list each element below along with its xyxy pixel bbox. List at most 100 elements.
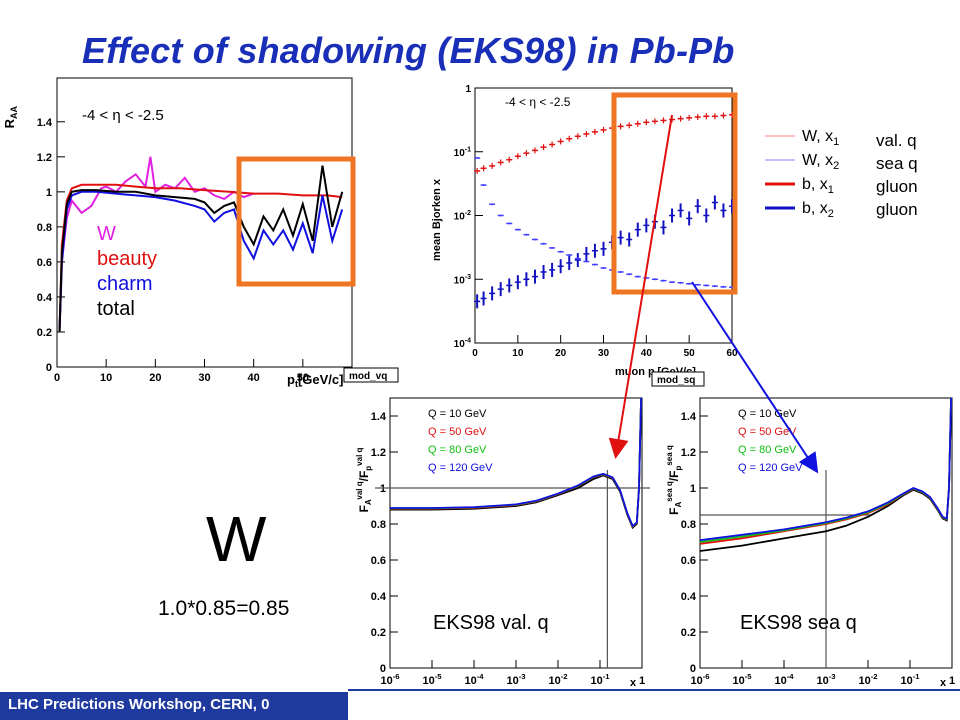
valq-legend-item: Q = 80 GeV: [428, 444, 487, 456]
valq-x-tick-label: 10-3: [506, 672, 525, 687]
bj-legend-label: W, x2: [802, 152, 839, 172]
valq-y-tick-label: 1: [380, 483, 386, 495]
raa-series-beauty: [58, 183, 343, 333]
bj-x-tick-label: 60: [726, 348, 738, 359]
seaq-y-tick-label: 1.4: [681, 411, 697, 423]
valq-y-tick-label: 1.2: [371, 447, 386, 459]
seaq-legend-item: Q = 120 GeV: [738, 462, 803, 474]
valq-y-label: FAval q/Fpval q: [355, 447, 373, 512]
arrow-red: [608, 114, 673, 459]
seaq-y-tick-label: 0.4: [681, 591, 697, 603]
valq-y-tick-label: 0.6: [371, 555, 386, 567]
raa-y-tick-label: 0.6: [37, 257, 52, 269]
footer-text: LHC Predictions Workshop, CERN, 0: [8, 696, 270, 713]
bj-x-tick-label: 10: [512, 348, 524, 359]
raa-x-tick-label: 20: [149, 372, 161, 384]
seaq-axes: 0 0.2 0.4 0.6 0.8 1 1.2 1.4 10-6 10-5 10-4 10-3 10-2…: [681, 397, 955, 687]
seaq-x-tick-label: 10-5: [732, 672, 752, 687]
bj-legend-label: W, x1: [802, 128, 839, 148]
raa-tag: mod_vq: [349, 371, 387, 382]
raa-series: [58, 156, 344, 333]
footer-line: [348, 689, 960, 691]
raa-y-tick-label: 1.2: [37, 152, 52, 164]
bj-legend-label: b, x2: [802, 200, 834, 220]
seaq-x-tick-label: 10-3: [816, 672, 835, 687]
valq-y-tick-label: 1.4: [371, 411, 387, 423]
parton-legend: val. q sea q gluon gluon: [876, 129, 918, 221]
valq-y-tick-label: 0.2: [371, 627, 386, 639]
bj-series: [474, 111, 735, 309]
valq-axes: 0 0.2 0.4 0.6 0.8 1 1.2 1.4 10-6 10-5 10-4 10-3 10-2…: [371, 397, 650, 687]
bj-x-tick-label: 40: [641, 348, 653, 359]
legend-w: W: [97, 223, 116, 245]
bjorken-chart: mean Bjorken x 10-410-310-210-110 10 20 30 4…: [431, 84, 738, 387]
seaq-y-tick-label: 1: [690, 483, 696, 495]
bj-y-tick-label: 10-1: [454, 146, 471, 159]
valq-x-label: x: [630, 677, 637, 689]
raa-annotation: -4 < η < -2.5: [82, 107, 164, 124]
valq-legend-item: Q = 50 GeV: [428, 426, 487, 438]
seaq-x-tick-label: 10-6: [690, 672, 709, 687]
footer-bar: [0, 692, 348, 720]
raa-series-charm: [58, 190, 344, 333]
valq-legend-item: Q = 10 GeV: [428, 408, 487, 420]
seaq-legend-item: Q = 50 GeV: [738, 426, 797, 438]
seaq-legend-item: Q = 80 GeV: [738, 444, 797, 456]
bj-y-tick-label: 10-2: [454, 210, 471, 223]
bjorken-legend: W, x1 W, x2 b, x1 b, x2: [765, 128, 839, 220]
raa-y-label: RAA: [2, 106, 19, 129]
valq-x-tick-label: 1: [639, 675, 645, 687]
eks-valq-chart: FAval q/Fpval q 0 0.2 0.4 0.6 0.8 1 1.2 1.4 10-6…: [355, 397, 650, 689]
legend-sea-q: sea q: [876, 154, 918, 173]
seaq-y-tick-label: 1.2: [681, 447, 696, 459]
big-w-label: W: [206, 503, 267, 575]
highlight-box-bjorken: [611, 92, 738, 295]
seaq-series: [699, 397, 952, 552]
bj-y-tick-label: 10-4: [454, 338, 471, 351]
raa-y-tick-label: 1.4: [37, 117, 53, 129]
raa-x-tick-label: 30: [198, 372, 210, 384]
bj-annotation: -4 < η < -2.5: [505, 95, 571, 109]
legend-beauty: beauty: [97, 248, 158, 270]
valq-frame: [389, 397, 643, 669]
valq-x-tick-label: 10-5: [422, 672, 442, 687]
valq-y-tick-label: 0: [380, 663, 386, 675]
bj-y-label: mean Bjorken x: [431, 178, 443, 261]
seaq-legend: Q = 10 GeV Q = 50 GeV Q = 80 GeV Q = 120 Ge…: [738, 408, 803, 474]
seaq-x-tick-label: 10-1: [900, 672, 920, 687]
valq-y-tick-label: 0.4: [371, 591, 387, 603]
seaq-legend-item: Q = 10 GeV: [738, 408, 797, 420]
seaq-x-label: x: [940, 677, 947, 689]
valq-x-tick-label: 10-4: [464, 672, 484, 687]
valq-legend-item: Q = 120 GeV: [428, 462, 493, 474]
valq-x-tick-label: 10-6: [380, 672, 399, 687]
valq-legend: Q = 10 GeV Q = 50 GeV Q = 80 GeV Q = 120 Ge…: [428, 408, 493, 474]
raa-chart: RAA 0 0.2 0.4 0.6 0.8 1 1.2 1.4 0 10 20 30 40 50 -4 <…: [2, 77, 399, 389]
arrow-blue: [691, 281, 819, 474]
legend-charm: charm: [97, 273, 153, 295]
eks-seaq-chart: FAsea q/Fpsea q 0 0.2 0.4 0.6 0.8 1 1.2 1.4 10-6…: [665, 397, 955, 689]
raa-x-tick-label: 0: [54, 372, 60, 384]
bj-x-tick-label: 20: [555, 348, 567, 359]
raa-series-total: [58, 165, 344, 333]
bj-y-tick-label: 10-3: [454, 274, 471, 287]
valq-y-tick-label: 0.8: [371, 519, 386, 531]
bj-tag-box: [651, 371, 705, 387]
legend-gluon-1: gluon: [876, 177, 918, 196]
raa-y-tick-label: 0.4: [37, 292, 53, 304]
seaq-series-line: [699, 397, 952, 542]
raa-legend: W beauty charm total: [97, 222, 157, 322]
bj-legend-label: b, x1: [802, 176, 834, 196]
raa-y-tick-label: 1: [46, 187, 52, 199]
bj-tag: mod_sq: [657, 375, 695, 386]
raa-x-tick-label: 10: [100, 372, 112, 384]
valq-x-tick-label: 10-2: [548, 672, 567, 687]
valq-series-line: [390, 397, 642, 528]
raa-x-label: pt[GeV/c]: [287, 372, 343, 389]
seaq-x-tick-label: 10-2: [858, 672, 877, 687]
raa-x-tick-label: 50: [297, 372, 309, 384]
bj-x-tick-label: 0: [472, 348, 478, 359]
slide-title: Effect of shadowing (EKS98) in Pb-Pb: [82, 30, 735, 71]
eks-valq-label: EKS98 val. q: [433, 612, 549, 634]
